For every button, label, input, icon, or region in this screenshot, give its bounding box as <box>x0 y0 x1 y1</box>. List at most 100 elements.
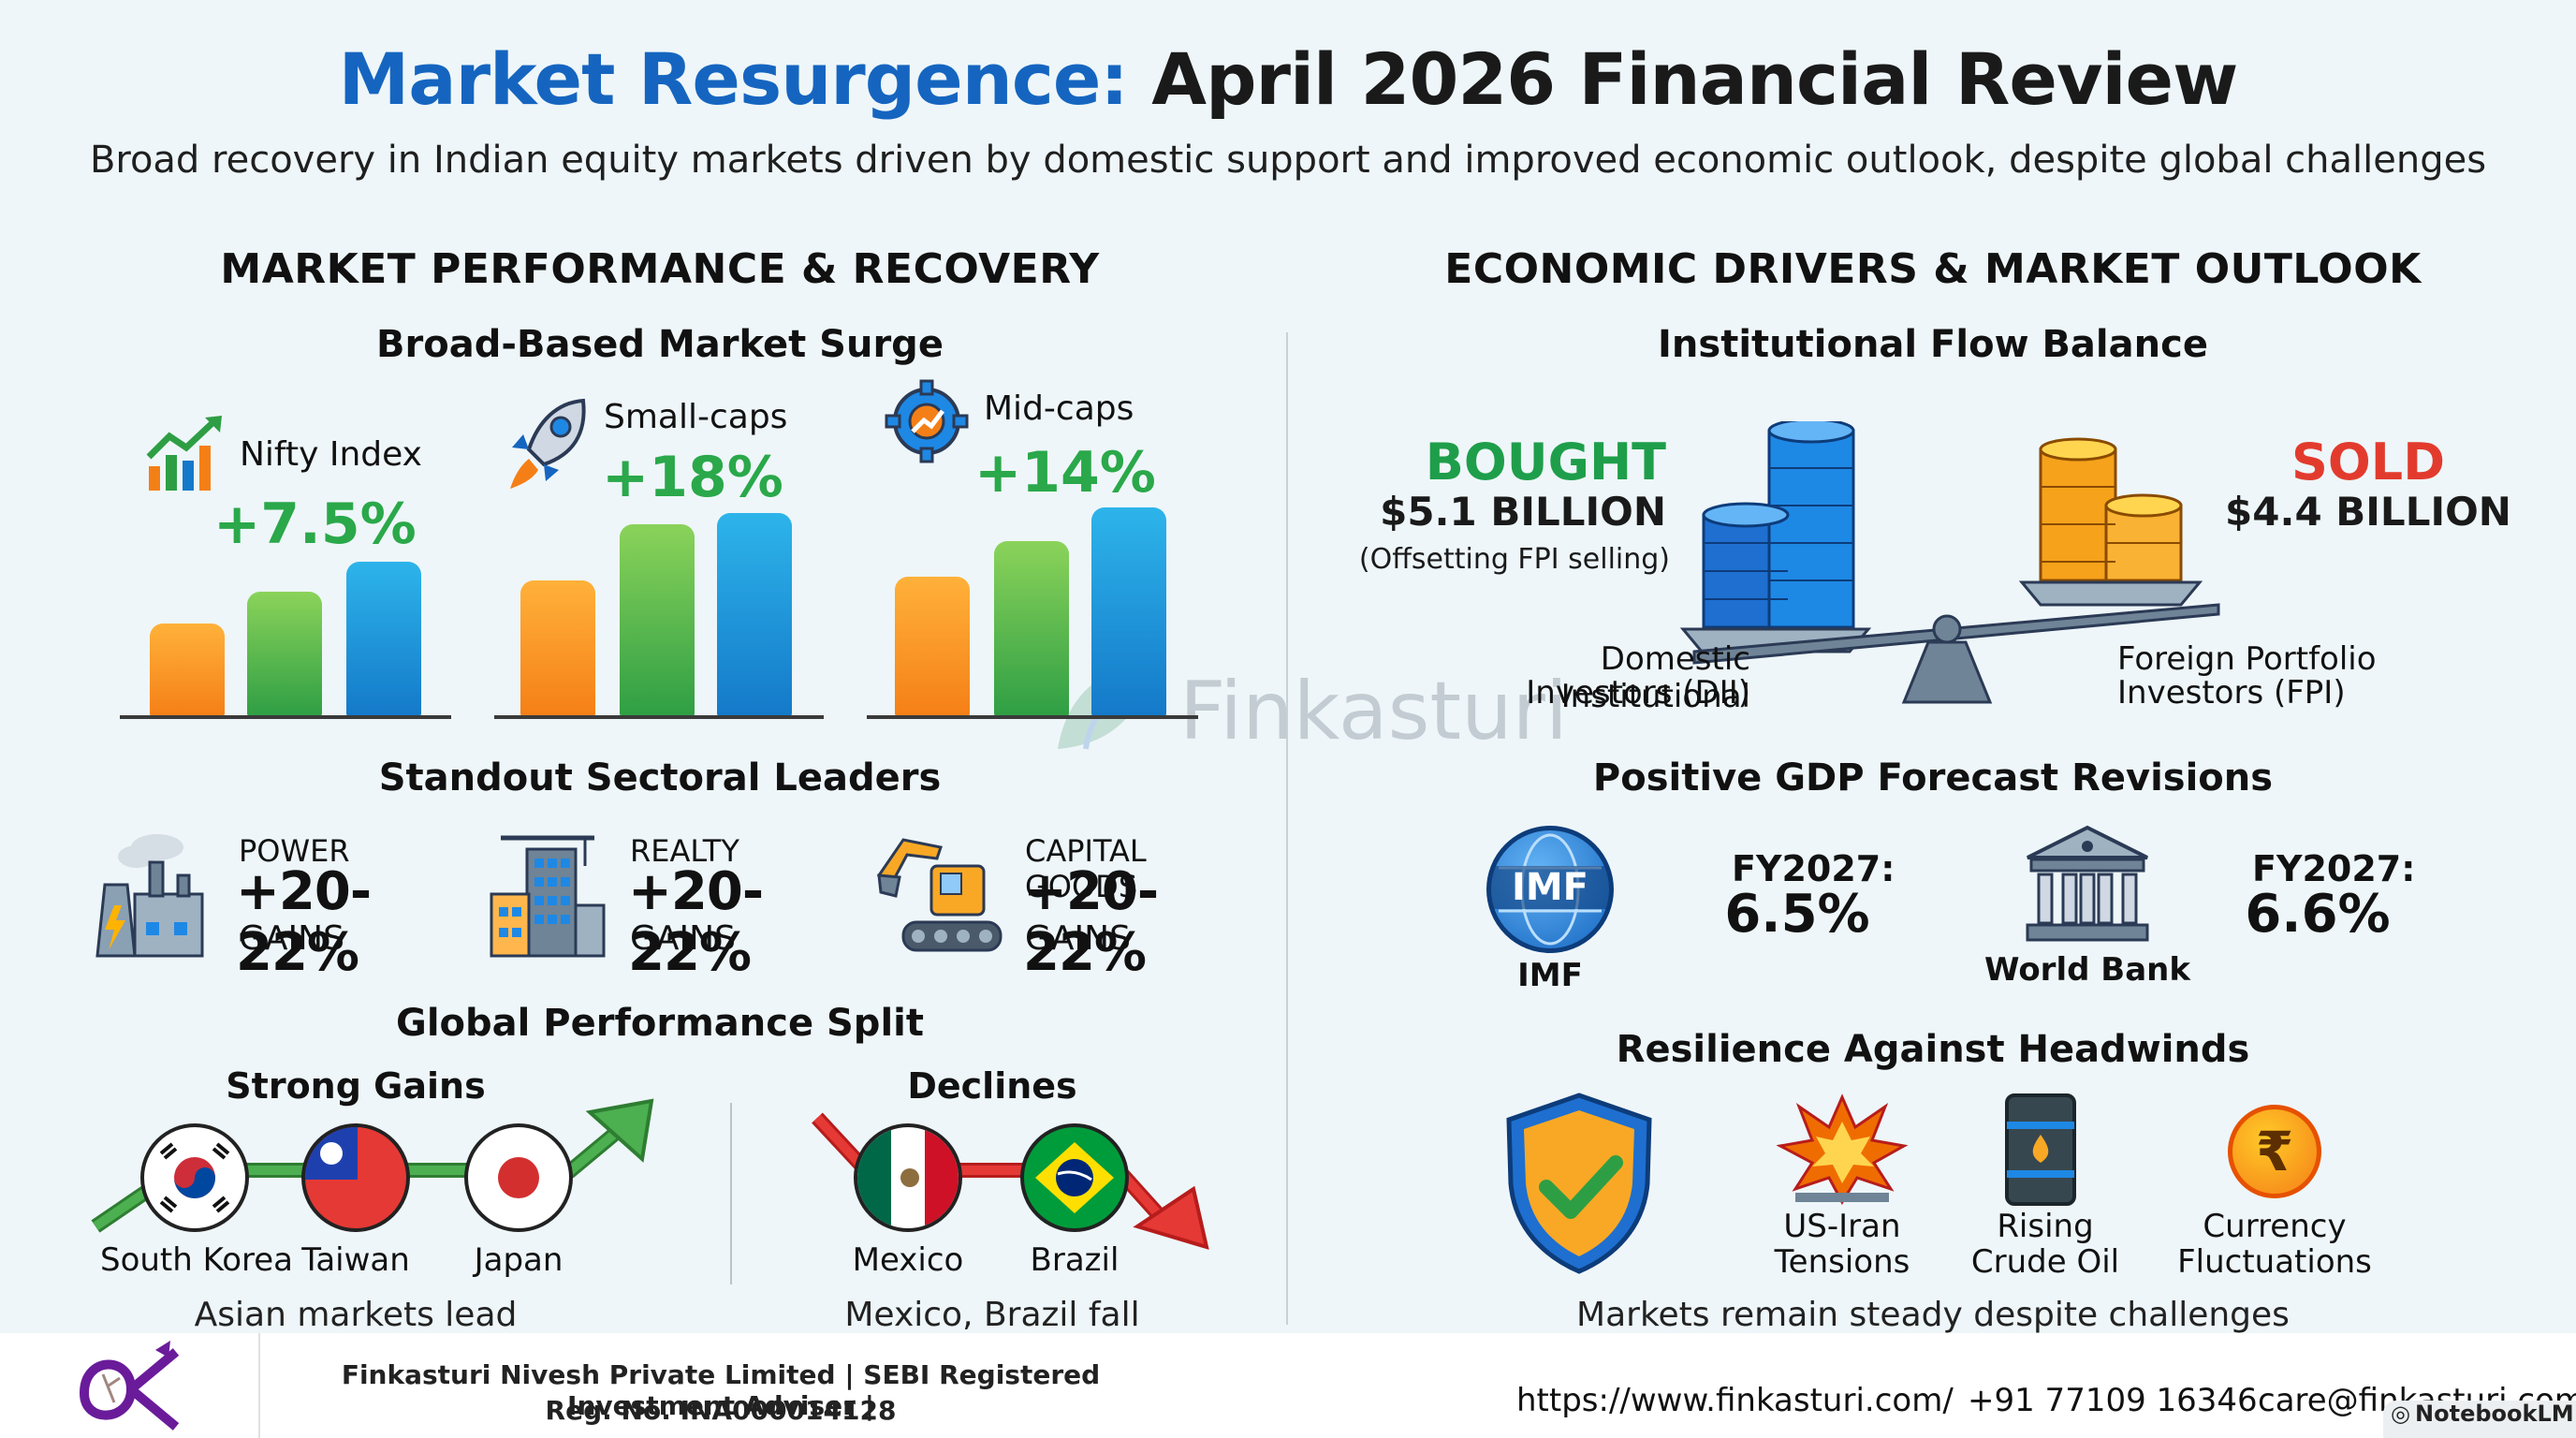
imf-label: IMF <box>1517 957 1583 994</box>
sector-capital-goods-name: CAPITAL GOODS <box>1025 833 1147 904</box>
footer-website-link[interactable]: https://www.finkasturi.com/ <box>1516 1382 1954 1419</box>
flag-south-korea-icon <box>140 1123 249 1232</box>
sector-realty-name: REALTY <box>630 833 739 869</box>
nifty-bars <box>122 560 449 717</box>
shield-check-icon <box>1506 1093 1652 1274</box>
footer-company-line1: Finkasturi Nivesh Private Limited | SEBI… <box>341 1359 1101 1421</box>
sector-capital-goods-suffix: GAINS <box>1025 919 1131 958</box>
sector-power: POWER +20-22% GAINS <box>84 824 459 983</box>
midcap-bar-2 <box>994 541 1069 717</box>
page-title: Market Resurgence: April 2026 Financial … <box>0 37 2576 121</box>
nifty-group: Nifty Index +7.5% <box>120 403 457 721</box>
smallcap-label: Small-caps <box>604 398 788 436</box>
strong-gains-heading: Strong Gains <box>226 1065 486 1107</box>
crude-oil-line2: Crude Oil <box>1970 1243 2120 1281</box>
sector-realty-suffix: GAINS <box>630 919 736 958</box>
country-brazil: Brazil <box>1030 1241 1120 1279</box>
gdp-heading: Positive GDP Forecast Revisions <box>1592 756 2274 800</box>
gains-caption: Asian markets lead <box>194 1296 518 1334</box>
midcap-group: Mid-caps +14% <box>885 374 1240 506</box>
bought-value: $5.1 BILLION <box>1380 489 1666 535</box>
imf-value: 6.5% <box>1724 884 1870 945</box>
sold-label: SOLD <box>2291 433 2446 492</box>
nifty-label: Nifty Index <box>240 435 422 474</box>
fpi-label-line1: Foreign Portfolio <box>2117 640 2377 678</box>
nifty-value: +7.5% <box>213 492 417 557</box>
global-split-divider <box>730 1103 732 1284</box>
bank-icon <box>2026 825 2149 942</box>
nifty-baseline <box>120 715 451 719</box>
smallcap-baseline <box>494 715 824 719</box>
imf-badge-icon: IMF <box>1486 826 1614 953</box>
midcap-bar-3 <box>1091 507 1166 717</box>
right-section-heading: ECONOMIC DRIVERS & MARKET OUTLOOK <box>1444 245 2422 293</box>
sold-value: $4.4 BILLION <box>2225 489 2511 535</box>
sector-capital-goods: CAPITAL GOODS +20-22% GAINS <box>875 824 1268 983</box>
flag-taiwan-icon <box>301 1123 410 1232</box>
notebooklm-label: NotebookLM <box>2415 1401 2574 1427</box>
title-main: April 2026 Financial Review <box>1151 37 2238 121</box>
footer-logo-box <box>0 1333 260 1438</box>
world-bank-value: 6.6% <box>2245 884 2391 945</box>
footer <box>0 1333 2576 1438</box>
finkasturi-logo-icon <box>79 1341 180 1431</box>
footer-phone: +91 77109 16346 <box>1968 1382 2258 1419</box>
surge-heading: Broad-Based Market Surge <box>376 323 944 366</box>
notebooklm-icon: ◎ <box>2391 1401 2410 1427</box>
declines-arrow-icon <box>812 1112 1209 1250</box>
building-icon <box>490 835 606 958</box>
smallcap-bar-1 <box>520 580 595 717</box>
imf-year: FY2027: <box>1732 848 1895 889</box>
nifty-bar-2 <box>247 592 322 717</box>
smallcap-group: Small-caps +18% <box>501 384 856 515</box>
smallcap-bars <box>496 511 824 717</box>
country-mexico: Mexico <box>852 1241 964 1279</box>
sector-power-name: POWER <box>239 833 350 869</box>
rupee-coin-icon: ₹ <box>2228 1105 2321 1198</box>
declines-heading: Declines <box>907 1065 1077 1107</box>
sector-realty: REALTY +20-22% GAINS <box>482 824 856 983</box>
title-highlight: Market Resurgence: <box>338 37 1129 121</box>
midcap-label: Mid-caps <box>984 389 1134 428</box>
us-iran-line2: Tensions <box>1774 1243 1910 1281</box>
excavator-icon <box>876 838 1003 952</box>
watermark-text: Finkasturi <box>1179 665 1568 758</box>
midcap-baseline <box>867 715 1198 719</box>
midcap-value: +14% <box>974 440 1156 506</box>
flag-japan-icon <box>464 1123 573 1232</box>
sectors-heading: Standout Sectoral Leaders <box>378 756 942 800</box>
smallcap-value: +18% <box>602 445 783 510</box>
resilience-caption: Markets remain steady despite challenges <box>1576 1296 2290 1334</box>
factory-icon <box>95 834 204 958</box>
resilience-heading: Resilience Against Headwinds <box>1616 1028 2250 1071</box>
bought-note: (Offsetting FPI selling) <box>1358 543 1670 576</box>
midcap-bars <box>867 506 1204 717</box>
country-south-korea: South Korea <box>99 1241 293 1279</box>
smallcap-bar-2 <box>620 524 695 717</box>
fpi-label-line2: Investors (FPI) <box>2117 674 2346 712</box>
balance-scale-icon <box>1679 421 2220 704</box>
imf-badge-text: IMF <box>1491 866 1609 909</box>
midcap-bar-1 <box>895 577 970 717</box>
footer-company-line2: Reg. No. INA000014128 <box>545 1395 897 1426</box>
country-japan: Japan <box>474 1241 564 1279</box>
declines-caption: Mexico, Brazil fall <box>844 1296 1140 1334</box>
currency-line1: Currency <box>2203 1208 2347 1245</box>
oil-barrel-icon <box>2005 1093 2076 1206</box>
page-subtitle: Broad recovery in Indian equity markets … <box>89 139 2487 182</box>
nifty-bar-3 <box>346 562 421 717</box>
dii-label-line1: Domestic Institutional <box>1560 640 1750 715</box>
dii-label-line2: Investors (DII) <box>1526 674 1750 712</box>
notebooklm-badge: ◎ NotebookLM <box>2383 1401 2576 1438</box>
crude-oil-line1: Rising <box>1997 1208 2094 1245</box>
sector-capital-goods-value: +20-22% <box>1023 861 1159 983</box>
flag-brazil-icon <box>1020 1123 1129 1232</box>
global-heading: Global Performance Split <box>396 1002 924 1045</box>
left-section-heading: MARKET PERFORMANCE & RECOVERY <box>220 245 1100 293</box>
world-bank-label: World Bank <box>1984 951 2190 989</box>
column-divider <box>1286 332 1288 1325</box>
bought-label: BOUGHT <box>1425 433 1666 492</box>
sector-power-value: +20-22% <box>236 861 372 983</box>
world-bank-year: FY2027: <box>2252 848 2416 889</box>
chart-up-icon <box>146 416 222 491</box>
